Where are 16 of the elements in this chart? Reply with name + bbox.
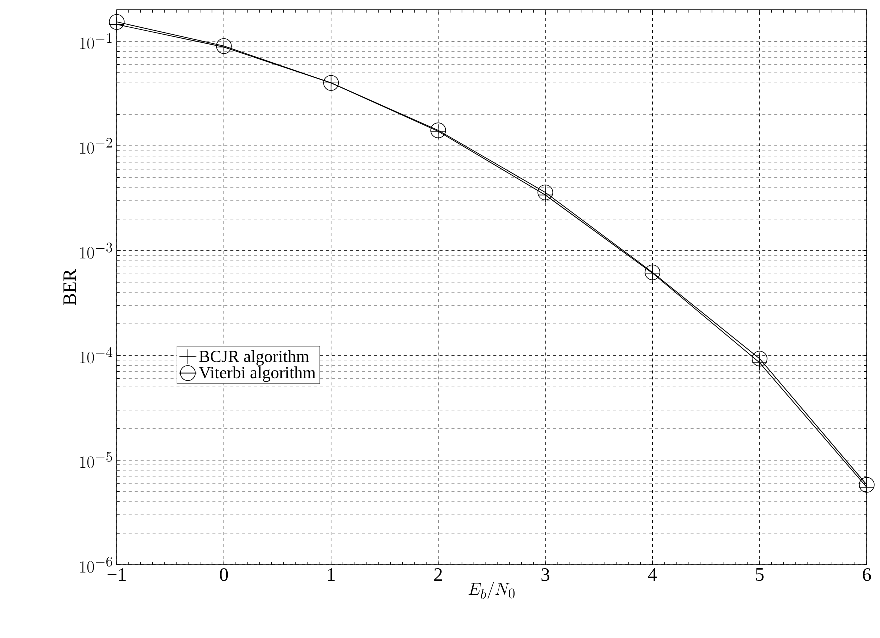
x-tick-label: 4 (648, 568, 658, 581)
x-tick-label: 2 (434, 568, 442, 582)
x-tick-label: 3 (542, 568, 550, 582)
y-tick-label: $10^{-1}$ (80, 33, 112, 50)
legend-label: Viterbi algorithm (199, 366, 316, 382)
x-tick-label: 0 (220, 568, 228, 582)
x-tick-label: 1 (328, 568, 335, 582)
x-tick-label: 6 (863, 568, 872, 582)
y-tick-label: $10^{-3}$ (80, 242, 112, 259)
x-axis-title: $E_b/N_0$ (468, 582, 515, 600)
y-tick-label: $10^{-5}$ (80, 452, 112, 468)
x-tick-label: 5 (756, 568, 764, 582)
legend-label: BCJR algorithm (199, 350, 310, 366)
y-axis-title: BER (64, 269, 76, 306)
y-tick-label: $10^{-4}$ (80, 347, 113, 364)
y-tick-label: $10^{-2}$ (80, 138, 112, 154)
